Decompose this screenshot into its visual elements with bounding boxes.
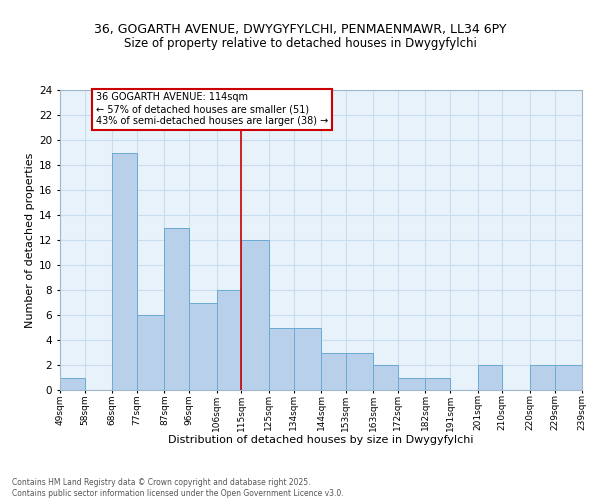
Bar (189, 302, 217, 390)
Bar (293, 328, 321, 390)
Text: 36, GOGARTH AVENUE, DWYGYFYLCHI, PENMAENMAWR, LL34 6PY: 36, GOGARTH AVENUE, DWYGYFYLCHI, PENMAEN… (94, 22, 506, 36)
Text: 36 GOGARTH AVENUE: 114sqm
← 57% of detached houses are smaller (51)
43% of semi-: 36 GOGARTH AVENUE: 114sqm ← 57% of detac… (96, 92, 328, 126)
Text: Contains HM Land Registry data © Crown copyright and database right 2025.
Contai: Contains HM Land Registry data © Crown c… (12, 478, 344, 498)
Bar (321, 352, 346, 390)
Bar (478, 365, 502, 390)
Bar (554, 365, 582, 390)
Bar (398, 378, 425, 390)
X-axis label: Distribution of detached houses by size in Dwygyfylchi: Distribution of detached houses by size … (168, 434, 474, 444)
Bar (112, 152, 137, 390)
Bar (530, 365, 554, 390)
Bar (217, 290, 241, 390)
Bar (137, 315, 164, 390)
Bar (241, 240, 269, 390)
Bar (269, 328, 293, 390)
Bar (373, 365, 398, 390)
Bar (425, 378, 450, 390)
Bar (346, 352, 373, 390)
Bar (60, 378, 85, 390)
Text: Size of property relative to detached houses in Dwygyfylchi: Size of property relative to detached ho… (124, 38, 476, 51)
Bar (164, 228, 189, 390)
Y-axis label: Number of detached properties: Number of detached properties (25, 152, 35, 328)
